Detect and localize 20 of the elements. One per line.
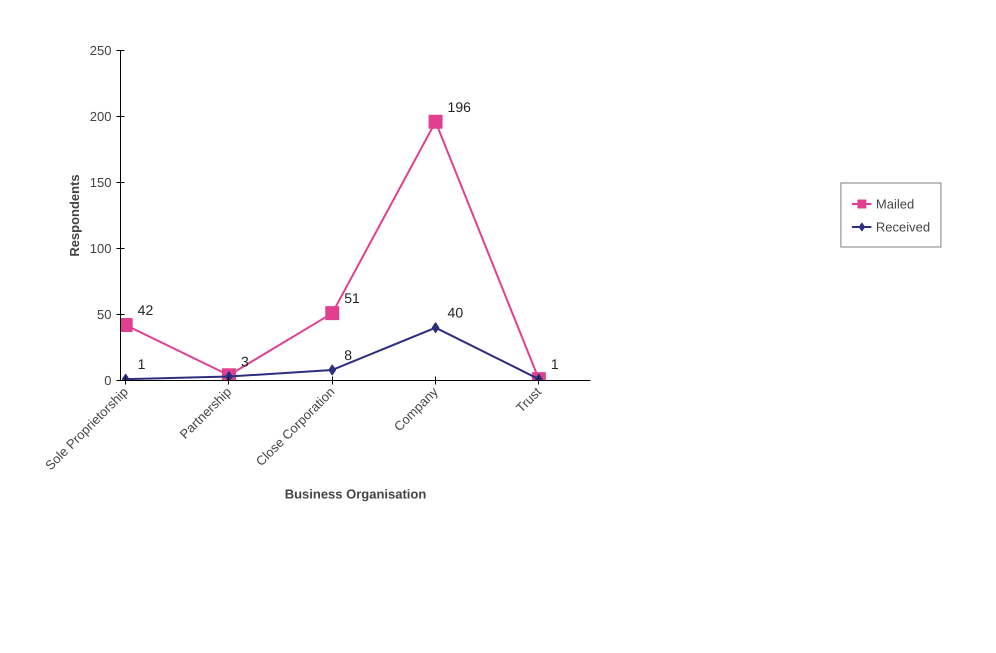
y-tick-label: 100	[90, 241, 112, 256]
data-label: 40	[448, 304, 464, 321]
y-tick-label: 250	[90, 43, 112, 58]
data-label: 42	[138, 302, 154, 318]
y-tick-label: 50	[97, 307, 112, 322]
x-axis-title: Business Organisation	[284, 486, 426, 502]
point	[328, 364, 336, 376]
point	[428, 114, 443, 129]
point	[325, 306, 340, 320]
y-tick-label: 150	[90, 175, 112, 190]
y-tick-label: 200	[90, 109, 112, 124]
data-label: 51	[344, 290, 360, 306]
legend-label: Received	[876, 219, 930, 234]
legend-label: Mailed	[876, 196, 914, 211]
data-label: 196	[448, 98, 472, 115]
data-label: 1	[550, 356, 559, 372]
data-label: 1	[138, 356, 146, 372]
data-label: 8	[344, 346, 352, 363]
y-axis-title: Respondents	[66, 174, 82, 257]
y-tick-label: 0	[104, 373, 112, 388]
